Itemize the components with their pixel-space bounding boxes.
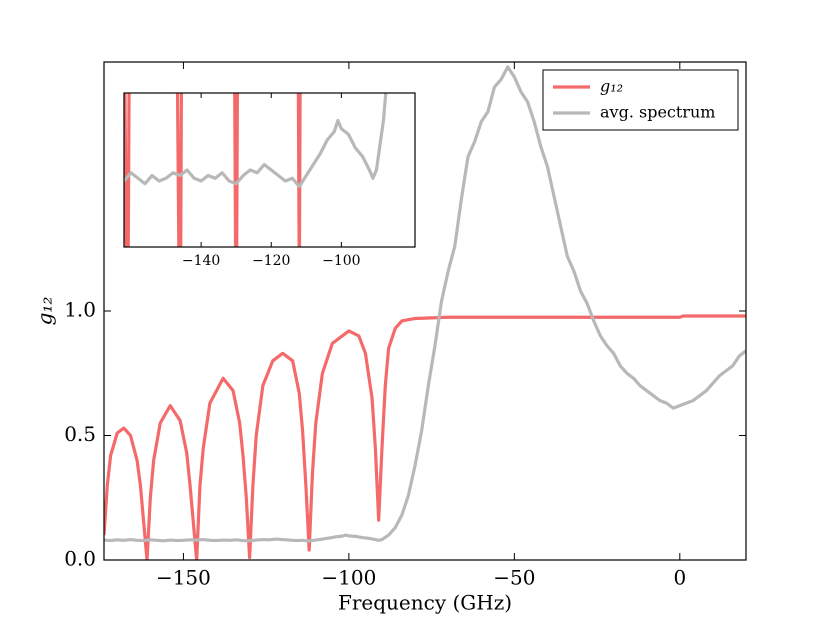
plot-area <box>104 65 746 560</box>
y-tick-label: 0.0 <box>64 547 96 571</box>
series-line <box>104 314 746 560</box>
series-line <box>104 65 746 543</box>
x-tick-label: −150 <box>156 566 211 590</box>
inset-x-tick-label: −140 <box>182 253 220 269</box>
inset-frame <box>123 92 416 248</box>
x-tick-label: −50 <box>493 566 535 590</box>
legend-box <box>542 69 739 131</box>
x-tick-label: 0 <box>673 566 686 590</box>
legend-label: g₁₂ <box>600 77 623 96</box>
x-axis-label: Frequency (GHz) <box>338 591 512 615</box>
inset-series-line <box>124 93 388 189</box>
inset-x-tick-label: −120 <box>252 253 290 269</box>
inset-x-tick-label: −100 <box>322 253 360 269</box>
inset-plot-area <box>124 93 388 247</box>
legend: g₁₂ avg. spectrum <box>553 77 715 122</box>
x-tick-label: −100 <box>321 566 376 590</box>
legend-label: avg. spectrum <box>600 103 715 122</box>
y-tick-label: 1.0 <box>64 298 96 322</box>
y-axis-label: g₁₂ <box>33 297 57 326</box>
y-tick-label: 0.5 <box>64 422 96 446</box>
